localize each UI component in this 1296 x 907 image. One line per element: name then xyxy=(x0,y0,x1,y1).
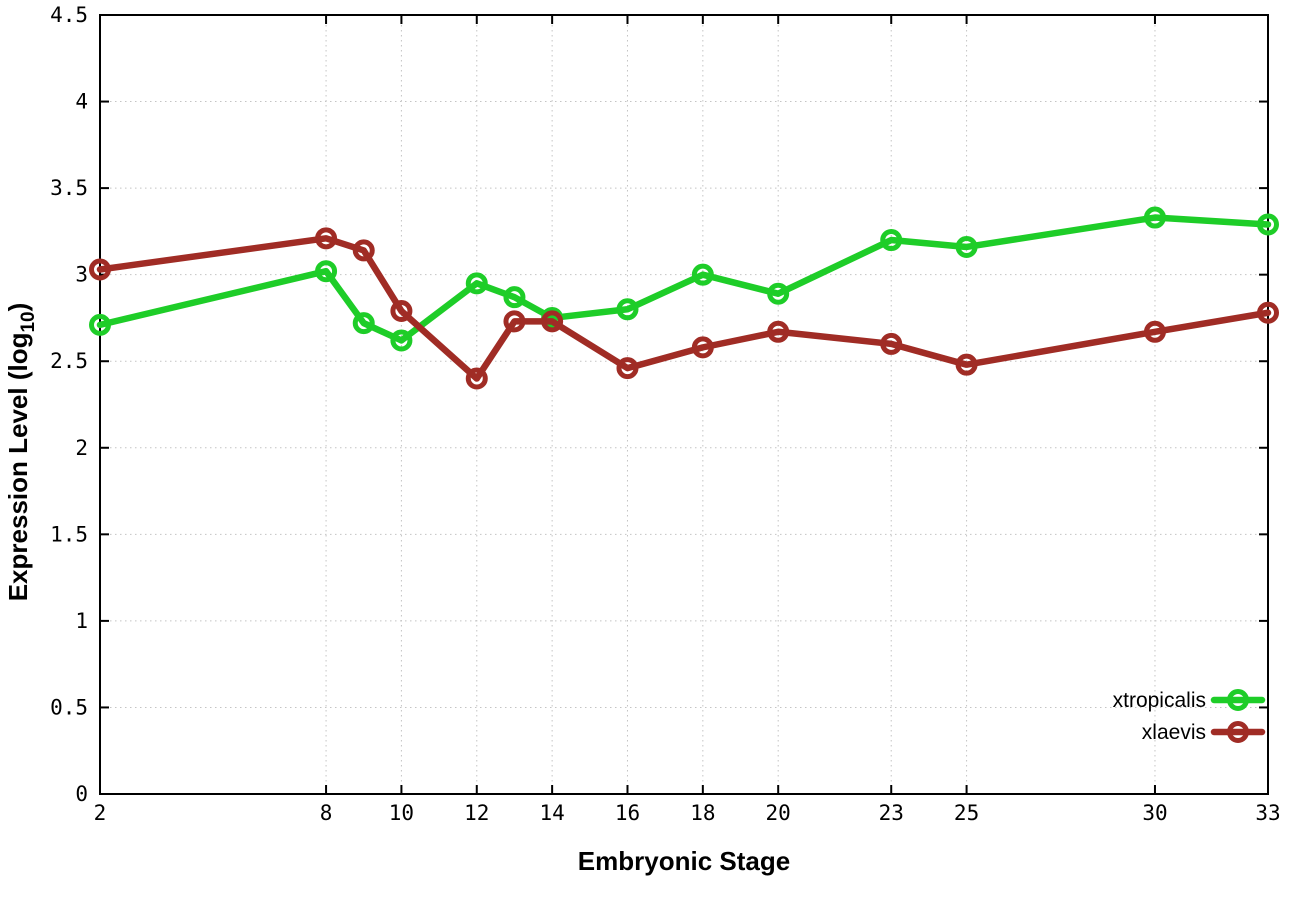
y-axis-title: Expression Level (log10) xyxy=(3,303,39,602)
x-tick-label: 18 xyxy=(690,801,715,825)
x-tick-label: 23 xyxy=(879,801,904,825)
data-point-xlaevis xyxy=(465,367,488,390)
y-tick-label: 2.5 xyxy=(50,349,88,373)
data-point-xlaevis xyxy=(541,310,564,333)
data-point-xlaevis xyxy=(691,336,714,359)
y-tick-label: 4 xyxy=(75,90,88,114)
data-point-xtropicalis xyxy=(616,298,639,321)
y-tick-label: 3.5 xyxy=(50,176,88,200)
data-point-xtropicalis xyxy=(89,313,111,336)
data-point-xtropicalis xyxy=(503,286,526,309)
data-point-xlaevis xyxy=(315,227,338,250)
data-point-xlaevis xyxy=(89,258,111,281)
data-point-xtropicalis xyxy=(1257,213,1279,236)
x-tick-label: 25 xyxy=(954,801,979,825)
x-axis-title: Embryonic Stage xyxy=(578,846,790,876)
data-point-xtropicalis xyxy=(315,260,338,283)
data-point-xtropicalis xyxy=(465,272,488,295)
data-point-xlaevis xyxy=(767,320,790,343)
data-point-xtropicalis xyxy=(1143,206,1166,229)
data-point-xlaevis xyxy=(390,300,413,323)
x-tick-label: 30 xyxy=(1142,801,1167,825)
legend-marker-sample xyxy=(1227,721,1249,743)
legend-label-xlaevis: xlaevis xyxy=(1142,721,1206,744)
data-point-xlaevis xyxy=(880,332,903,355)
data-point-xtropicalis xyxy=(352,312,375,335)
x-tick-label: 33 xyxy=(1255,801,1280,825)
y-tick-label: 4.5 xyxy=(50,3,88,27)
series-line-xlaevis xyxy=(96,235,1272,382)
data-point-xlaevis xyxy=(1143,320,1166,343)
x-tick-label: 8 xyxy=(320,801,333,825)
data-point-xlaevis xyxy=(955,353,978,376)
data-point-xlaevis xyxy=(503,310,526,333)
series-line-xtropicalis xyxy=(96,214,1272,344)
data-point-xtropicalis xyxy=(955,235,978,258)
legend-label-xtropicalis: xtropicalis xyxy=(1113,689,1206,712)
plot-border xyxy=(99,14,1269,795)
x-tick-label: 2 xyxy=(94,801,107,825)
x-tick-label: 10 xyxy=(389,801,414,825)
x-tick-label: 20 xyxy=(766,801,791,825)
y-tick-label: 3 xyxy=(75,263,88,287)
data-point-xtropicalis xyxy=(767,282,790,305)
y-tick-label: 0.5 xyxy=(50,695,88,719)
x-tick-label: 12 xyxy=(464,801,489,825)
y-tick-label: 2 xyxy=(75,436,88,460)
data-point-xlaevis xyxy=(616,357,639,380)
x-tick-label: 14 xyxy=(539,801,564,825)
data-point-xlaevis xyxy=(352,239,375,262)
x-tick-label: 16 xyxy=(615,801,640,825)
data-point-xlaevis xyxy=(1257,301,1279,324)
y-tick-label: 1.5 xyxy=(50,522,88,546)
data-point-xtropicalis xyxy=(390,329,413,352)
data-point-xtropicalis xyxy=(880,229,903,252)
legend-marker-sample xyxy=(1227,689,1249,711)
data-point-xtropicalis xyxy=(691,263,714,286)
y-tick-label: 0 xyxy=(75,782,88,806)
y-tick-label: 1 xyxy=(75,609,88,633)
